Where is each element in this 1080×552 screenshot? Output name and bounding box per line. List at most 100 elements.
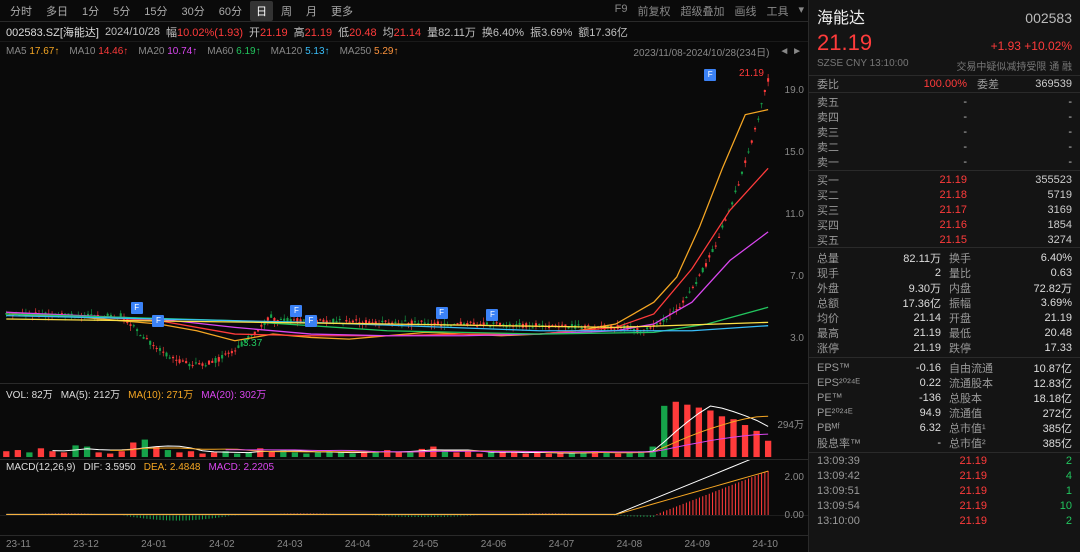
tick-list: 13:09:3921.19213:09:4221.19413:09:5121.1…: [809, 453, 1080, 552]
time-label: 24-09: [684, 539, 710, 550]
time-label: 24-04: [345, 539, 371, 550]
timeframe-更多[interactable]: 更多: [325, 1, 359, 21]
bid-row[interactable]: 买四21.161854: [809, 217, 1080, 232]
toolbar-超级叠加[interactable]: 超级叠加: [680, 3, 724, 19]
last-price-tag: 21.19: [739, 68, 764, 79]
volume-scale-label: 294万: [777, 416, 804, 431]
toolbar-前复权[interactable]: 前复权: [637, 3, 670, 19]
f-marker-icon[interactable]: F: [486, 309, 498, 321]
fin-row: 股息率™-总市值²385亿: [809, 435, 1080, 450]
toolbar-F9[interactable]: F9: [615, 3, 628, 19]
timeframe-周[interactable]: 周: [275, 1, 298, 21]
timeframe-toolbar: 分时多日1分5分15分30分60分日周月更多 F9 前复权超级叠加画线工具 ▾: [0, 0, 808, 22]
time-label: 24-05: [413, 539, 439, 550]
ma-MA250: MA250 5.29↑: [340, 46, 399, 57]
time-label: 24-08: [617, 539, 643, 550]
candlestick-chart[interactable]: 3.07.011.015.019.03.37 21.19 FFFFFFF: [0, 60, 808, 384]
timeframe-15分[interactable]: 15分: [138, 1, 173, 21]
quote-header: 海能达 002583 21.19 +1.93 +10.02% SZSE CNY …: [809, 0, 1080, 76]
low-annotation: 3.37: [243, 338, 262, 349]
ask-row[interactable]: 卖二--: [809, 139, 1080, 154]
stats-row: 涨停21.19跌停17.33: [809, 340, 1080, 355]
toolbar-工具[interactable]: 工具: [766, 3, 788, 19]
time-label: 24-10: [752, 539, 778, 550]
ask-row[interactable]: 卖五--: [809, 94, 1080, 109]
f-marker-icon[interactable]: F: [152, 315, 164, 327]
volume-panel[interactable]: VOL: 82万MA(5): 212万MA(10): 271万MA(20): 3…: [0, 384, 808, 460]
tick-row: 13:09:5421.1910: [809, 498, 1080, 513]
tick-row: 13:09:4221.194: [809, 468, 1080, 483]
tick-row: 13:09:3921.192: [809, 453, 1080, 468]
y-tick: 19.0: [785, 85, 804, 96]
timeframe-60分[interactable]: 60分: [213, 1, 248, 21]
timeframe-多日[interactable]: 多日: [40, 1, 74, 21]
fin-row: EPS™-0.16自由流通10.87亿: [809, 360, 1080, 375]
fin-row: PE™-136总股本18.18亿: [809, 390, 1080, 405]
stats-row: 均价21.14开盘21.19: [809, 310, 1080, 325]
orderbook: 委比 100.00% 委差 369539 卖五--卖四--卖三--卖二--卖一-…: [809, 76, 1080, 248]
fin-row: PE²⁰²⁴ᴱ94.9流通值272亿: [809, 405, 1080, 420]
stats-row: 最高21.19最低20.48: [809, 325, 1080, 340]
stats-row: 外盘9.30万内盘72.82万: [809, 280, 1080, 295]
timeframe-30分[interactable]: 30分: [176, 1, 211, 21]
timeframe-月[interactable]: 月: [300, 1, 323, 21]
stats-row: 总量82.11万换手6.40%: [809, 250, 1080, 265]
ask-row[interactable]: 卖一--: [809, 154, 1080, 169]
bid-row[interactable]: 买五21.153274: [809, 232, 1080, 247]
f-marker-icon[interactable]: F: [290, 305, 302, 317]
toolbar-dropdown-icon[interactable]: ▾: [798, 3, 804, 19]
y-tick: 15.0: [785, 147, 804, 158]
stats-grid: 总量82.11万换手6.40%现手2量比0.63外盘9.30万内盘72.82万总…: [809, 248, 1080, 358]
timeframe-分时[interactable]: 分时: [4, 1, 38, 21]
macd-scale-label-1: 2.00: [785, 472, 804, 483]
y-tick: 7.0: [790, 271, 804, 282]
ma-MA120: MA120 5.13↑: [271, 46, 330, 57]
ask-row[interactable]: 卖四--: [809, 109, 1080, 124]
y-tick: 3.0: [790, 333, 804, 344]
time-label: 24-06: [481, 539, 507, 550]
macd-panel[interactable]: MACD(12,26,9)DIF: 3.5950DEA: 2.4848MACD:…: [0, 460, 808, 536]
timeframe-日[interactable]: 日: [250, 1, 273, 21]
fin-row: PBᴹᶠ6.32总市值¹385亿: [809, 420, 1080, 435]
bid-row[interactable]: 买一21.19355523: [809, 172, 1080, 187]
ma-MA20: MA20 10.74↑: [138, 46, 197, 57]
chart-nav-arrows-icon[interactable]: ◄ ►: [779, 46, 802, 57]
quote-panel: 海能达 002583 21.19 +1.93 +10.02% SZSE CNY …: [808, 0, 1080, 552]
time-axis: 23-11 23-12 24-01 24-02 24-03 24-04 24-05 24-06…: [0, 536, 808, 552]
timeframe-1分[interactable]: 1分: [76, 1, 105, 21]
ask-row[interactable]: 卖三--: [809, 124, 1080, 139]
tick-row: 13:10:0021.192: [809, 513, 1080, 528]
f-marker-icon[interactable]: F: [436, 307, 448, 319]
macd-header: MACD(12,26,9)DIF: 3.5950DEA: 2.4848MACD:…: [6, 462, 274, 473]
stock-code: 002583: [1025, 10, 1072, 26]
ma-MA10: MA10 14.46↑: [69, 46, 128, 57]
y-tick: 11.0: [785, 209, 804, 220]
macd-scale-label-0: 0.00: [785, 510, 804, 521]
financial-grid: EPS™-0.16自由流通10.87亿EPS²⁰²⁴ᴱ0.22流通股本12.83…: [809, 358, 1080, 453]
time-label: 24-01: [141, 539, 167, 550]
ma-MA60: MA60 6.19↑: [207, 46, 260, 57]
last-price: 21.19: [817, 30, 872, 56]
stats-row: 现手2量比0.63: [809, 265, 1080, 280]
symbol-code: 002583.SZ[海能达]: [6, 24, 99, 40]
time-label: 24-02: [209, 539, 235, 550]
info-date: 2024/10/28: [105, 26, 160, 38]
time-label: 24-03: [277, 539, 303, 550]
stats-row: 总额17.36亿振幅3.69%: [809, 295, 1080, 310]
toolbar-画线[interactable]: 画线: [734, 3, 756, 19]
tick-row: 13:09:5121.191: [809, 483, 1080, 498]
time-label: 23-12: [73, 539, 99, 550]
fin-row: EPS²⁰²⁴ᴱ0.22流通股本12.83亿: [809, 375, 1080, 390]
bid-row[interactable]: 买二21.185719: [809, 187, 1080, 202]
ma-MA5: MA5 17.67↑: [6, 46, 59, 57]
chart-date-range: 2023/11/08-2024/10/28(234日): [633, 44, 769, 59]
time-label: 24-07: [549, 539, 575, 550]
f-marker-icon[interactable]: F: [305, 315, 317, 327]
stock-name: 海能达: [817, 4, 865, 28]
timeframe-5分[interactable]: 5分: [107, 1, 136, 21]
f-marker-icon[interactable]: F: [131, 302, 143, 314]
f-marker-icon[interactable]: F: [704, 69, 716, 81]
bid-row[interactable]: 买三21.173169: [809, 202, 1080, 217]
time-label: 23-11: [6, 539, 31, 550]
ma-indicator-bar: MA5 17.67↑ MA10 14.46↑ MA20 10.74↑ MA60 6.1…: [0, 42, 808, 60]
